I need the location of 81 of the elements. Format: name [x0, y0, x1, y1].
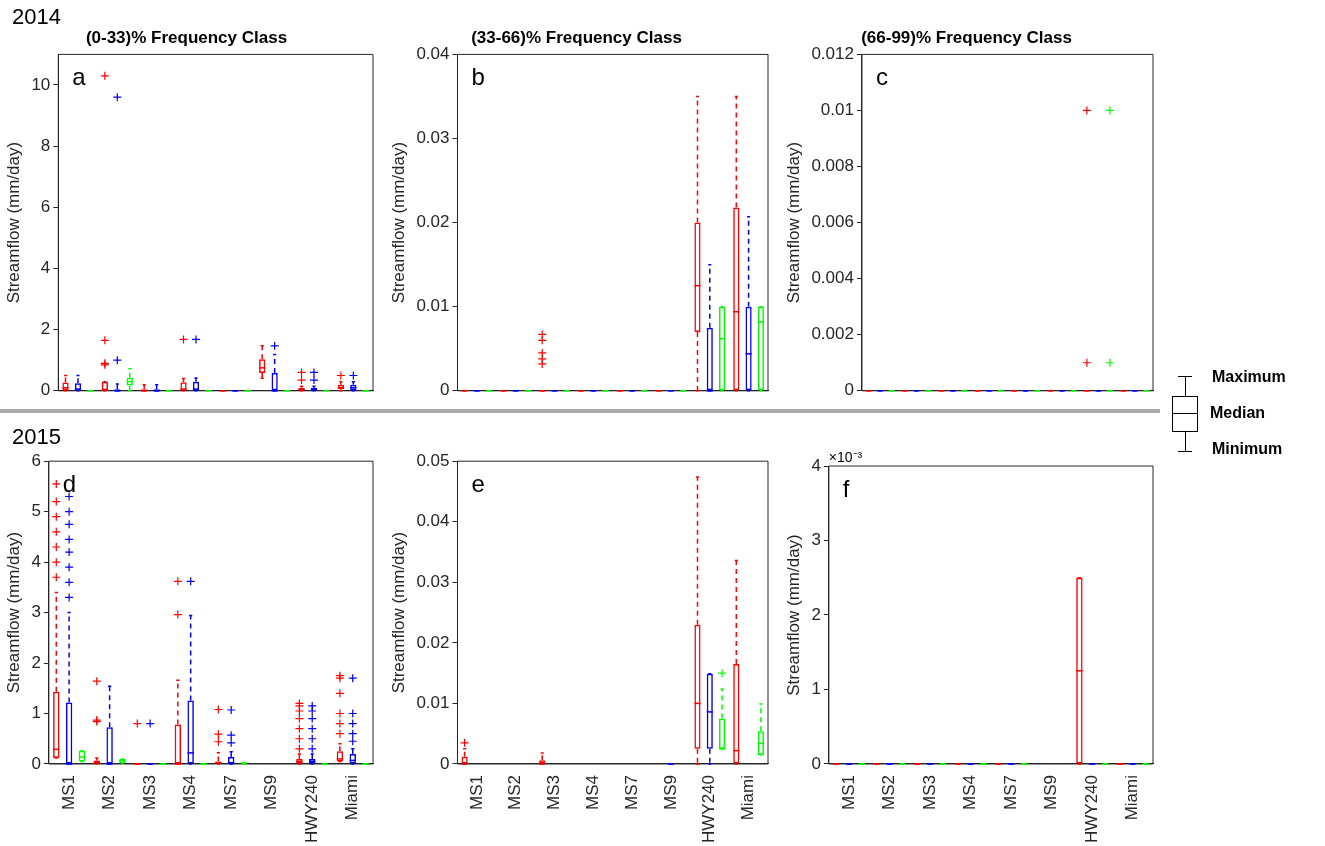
text: Minimum [1212, 440, 1283, 458]
y-tick-label: 2 [40, 319, 51, 339]
y-axis-title: Streamflow (mm/day) [3, 141, 23, 304]
y-tick-label: 0 [811, 753, 821, 773]
x-tick-label: Miami [1122, 774, 1142, 821]
x-tick-label: MS1 [466, 774, 486, 810]
y-tick-label: 10 [31, 74, 51, 94]
y-tick-label: 0.006 [811, 212, 854, 232]
y-tick-label: 3 [31, 602, 41, 622]
y-tick-label: 0.03 [416, 572, 450, 591]
text: ×10⁻³ [828, 448, 863, 465]
y-tick-label: 0.02 [416, 632, 450, 652]
x-tick-label: MS2 [505, 774, 525, 810]
x-tick-label: Miami [738, 774, 758, 821]
y-tick-label: 2 [811, 604, 821, 624]
y-tick-label: 0.004 [811, 268, 854, 288]
y-tick-label: 2 [31, 652, 41, 672]
annotation: c [875, 63, 888, 91]
y-tick-label: 3 [811, 530, 821, 550]
y-tick-label: 6 [40, 197, 51, 216]
x-tick-label: MS7 [621, 774, 641, 810]
y-tick-label: 0 [40, 380, 51, 400]
annotation: a [72, 63, 87, 91]
y-tick-label: 1 [31, 703, 41, 723]
x-tick-label: MS9 [1041, 774, 1061, 810]
x-tick-label: MS9 [660, 774, 680, 810]
y-tick-label: 4 [31, 551, 41, 571]
y-axis-title: Streamflow (mm/day) [388, 141, 408, 304]
y-tick-label: 0 [440, 380, 450, 400]
x-tick-label: Miami [342, 774, 362, 821]
y-tick-label: 0 [31, 753, 41, 773]
x-tick-label: MS1 [838, 774, 858, 810]
x-tick-label: MS9 [261, 774, 281, 810]
x-tick-label: MS7 [220, 774, 240, 810]
x-tick-label: MS7 [1000, 774, 1020, 810]
text: 2015 [12, 424, 61, 450]
annotation: f [842, 474, 850, 502]
y-tick-label: 4 [811, 455, 821, 475]
x-tick-label: HWY240 [699, 774, 719, 844]
annotation: d [62, 469, 77, 497]
x-tick-label: MS1 [58, 774, 78, 810]
y-tick-label: 0.02 [416, 212, 450, 232]
annotation: b [471, 63, 485, 91]
y-tick-label: 0.008 [811, 156, 854, 176]
y-tick-label: 0 [844, 380, 854, 400]
chart-title: (33-66)% Frequency Class [471, 27, 682, 47]
y-tick-label: 5 [31, 501, 41, 521]
x-tick-label: MS2 [879, 774, 899, 810]
y-axis-title: Streamflow (mm/day) [3, 531, 23, 694]
y-tick-label: 0.01 [416, 693, 450, 713]
y-tick-label: 0.01 [416, 296, 450, 316]
y-tick-label: 8 [40, 135, 51, 155]
x-tick-label: MS4 [960, 774, 980, 810]
x-tick-label: MS3 [544, 774, 564, 810]
text: Maximum [1212, 368, 1286, 386]
y-tick-label: 0.04 [416, 511, 450, 531]
annotation: e [471, 469, 485, 497]
y-tick-label: 0.05 [416, 450, 450, 470]
y-tick-label: 0.03 [416, 128, 450, 148]
y-axis-title: Streamflow (mm/day) [783, 141, 803, 304]
chart-title: (66-99)% Frequency Class [861, 27, 1072, 47]
y-tick-label: 0.01 [820, 100, 854, 120]
y-tick-label: 4 [40, 258, 51, 278]
y-tick-label: 0.04 [416, 44, 450, 64]
x-tick-label: HWY240 [301, 774, 321, 844]
x-tick-label: MS4 [583, 774, 603, 810]
x-tick-label: MS3 [139, 774, 159, 810]
text: Median [1210, 404, 1266, 422]
y-axis-title: Streamflow (mm/day) [388, 531, 408, 694]
x-tick-label: MS4 [180, 774, 200, 810]
x-tick-label: HWY240 [1081, 774, 1101, 844]
y-tick-label: 0.012 [811, 44, 854, 64]
y-tick-label: 0 [440, 753, 450, 773]
y-tick-label: 6 [31, 450, 41, 470]
chart-title: (0-33)% Frequency Class [85, 27, 288, 47]
y-tick-label: 0.002 [811, 324, 854, 344]
y-axis-title: Streamflow (mm/day) [783, 534, 803, 696]
x-tick-label: MS2 [99, 774, 119, 810]
x-tick-label: MS3 [919, 774, 939, 810]
text: 2014 [12, 4, 61, 30]
y-tick-label: 1 [811, 679, 821, 699]
